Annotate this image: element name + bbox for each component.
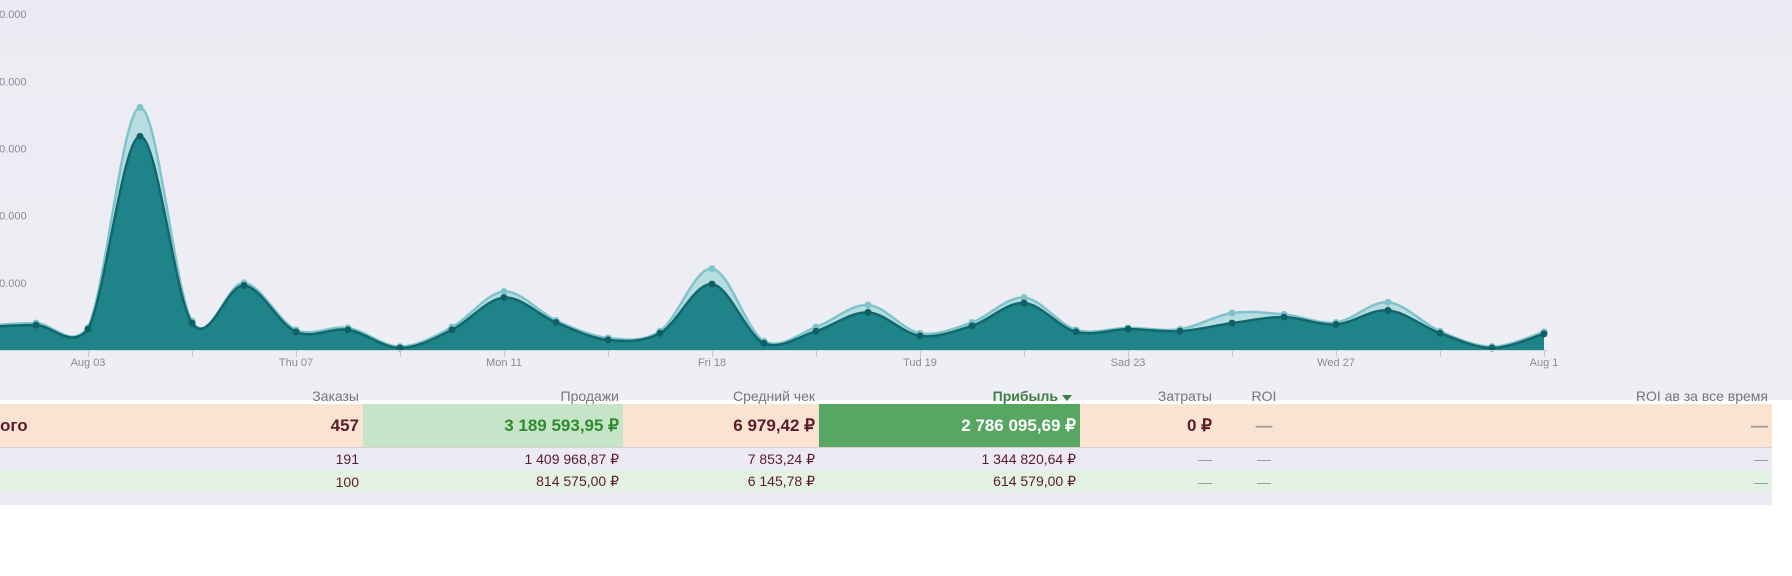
row-roi-all: — [1754, 473, 1768, 490]
data-point [1124, 325, 1132, 333]
row-sales: 1 409 968,87 ₽ [524, 450, 619, 467]
data-point [1332, 320, 1340, 328]
data-point [968, 322, 976, 330]
row-roi: — [1257, 451, 1271, 467]
header-sales[interactable]: Продажи [560, 388, 619, 404]
y-tick-label: 10.000 [0, 278, 27, 290]
row-roi: — [1257, 473, 1271, 490]
data-point [1436, 329, 1444, 337]
total-roi-all: — [1751, 415, 1768, 435]
row-profit: 614 579,00 ₽ [993, 473, 1076, 489]
row-costs: — [1198, 451, 1212, 467]
data-point [1488, 344, 1496, 352]
data-point [32, 321, 40, 329]
total-roi: — [1255, 415, 1273, 435]
row-roi-all: — [1754, 451, 1768, 467]
x-tick-label: Mon 11 [486, 357, 522, 369]
row-profit: 1 344 820,64 ₽ [981, 450, 1076, 467]
data-point [1020, 299, 1028, 307]
data-point [656, 329, 664, 337]
data-point [1072, 328, 1080, 336]
data-point [136, 103, 144, 111]
header-costs[interactable]: Затраты [1157, 388, 1212, 404]
chart-area: 50.000 40.000 30.000 20.000 10.000 Aug 03 Thu … [0, 0, 1792, 400]
y-tick-label: 50.000 [0, 9, 27, 21]
header-avg-check[interactable]: Средний чек [732, 388, 815, 404]
row-costs: — [1198, 473, 1212, 490]
data-point [240, 282, 248, 290]
data-point [136, 132, 144, 140]
data-point [1228, 319, 1236, 327]
data-point [604, 336, 612, 344]
data-point [1540, 330, 1548, 338]
row-sales: 814 575,00 ₽ [536, 473, 619, 489]
x-tick-label: Sad 23 [1111, 357, 1146, 369]
table-header: Заказы Продажи Средний чек Прибыль Затра… [0, 378, 1772, 414]
table-row[interactable]: 100 814 575,00 ₽ 6 145,78 ₽ 614 579,00 ₽… [0, 470, 1772, 493]
total-costs: 0 ₽ [1187, 415, 1212, 435]
x-tick-label: Tud 19 [903, 357, 937, 369]
header-roi-all[interactable]: ROI ав за все время [1635, 388, 1768, 404]
data-point [448, 326, 456, 334]
data-point [1384, 306, 1392, 314]
total-profit: 2 786 095,69 ₽ [819, 404, 1080, 447]
data-point [812, 327, 820, 335]
x-tick-label: Wed 27 [1317, 357, 1355, 369]
x-tick-label: Fri 18 [698, 357, 726, 369]
area-chart: 50.000 40.000 30.000 20.000 10.000 Aug 03 Thu … [0, 9, 1559, 369]
data-point [292, 328, 300, 336]
table-row-partial [0, 493, 1772, 505]
data-point [500, 288, 508, 296]
data-point [84, 325, 92, 333]
data-point [396, 344, 404, 352]
row-avg-check: 6 145,78 ₽ [747, 473, 815, 489]
total-avg-check: 6 979,42 ₽ [733, 415, 815, 435]
data-point [760, 339, 768, 347]
data-point [1384, 298, 1392, 306]
data-point [344, 326, 352, 334]
data-point [864, 308, 872, 316]
data-point [1228, 309, 1236, 317]
data-point [500, 294, 508, 302]
total-sales: 3 189 593,95 ₽ [363, 404, 623, 447]
row-avg-check: 7 853,24 ₽ [747, 450, 815, 467]
data-point [1176, 327, 1184, 335]
sort-desc-icon [1062, 394, 1072, 401]
header-profit[interactable]: Прибыль [819, 378, 1080, 414]
data-point [708, 280, 716, 288]
data-point [916, 332, 924, 340]
row-orders: 191 [335, 451, 359, 467]
table-row[interactable]: 191 1 409 968,87 ₽ 7 853,24 ₽ 1 344 820,… [0, 448, 1772, 470]
data-point [552, 318, 560, 326]
header-profit-label: Прибыль [992, 388, 1058, 404]
x-tick-label: Aug 03 [71, 357, 106, 369]
data-point [1280, 313, 1288, 321]
x-tick-label: Thu 07 [279, 357, 313, 369]
series-area-1 [0, 136, 1544, 350]
data-point [1020, 294, 1028, 302]
header-orders[interactable]: Заказы [312, 388, 359, 404]
data-point [188, 319, 196, 327]
y-tick-label: 20.000 [0, 211, 27, 223]
row-orders: 100 [335, 473, 359, 490]
total-label: ого [0, 415, 28, 435]
y-tick-label: 30.000 [0, 143, 27, 155]
x-tick-label: Aug 1 [1530, 357, 1559, 369]
data-point [864, 301, 872, 309]
total-row: ого 457 3 189 593,95 ₽ 6 979,42 ₽ 2 786 … [0, 404, 1772, 449]
y-tick-label: 40.000 [0, 76, 27, 88]
data-point [708, 265, 716, 273]
header-roi[interactable]: ROI [1251, 388, 1277, 404]
total-orders: 457 [330, 415, 359, 435]
